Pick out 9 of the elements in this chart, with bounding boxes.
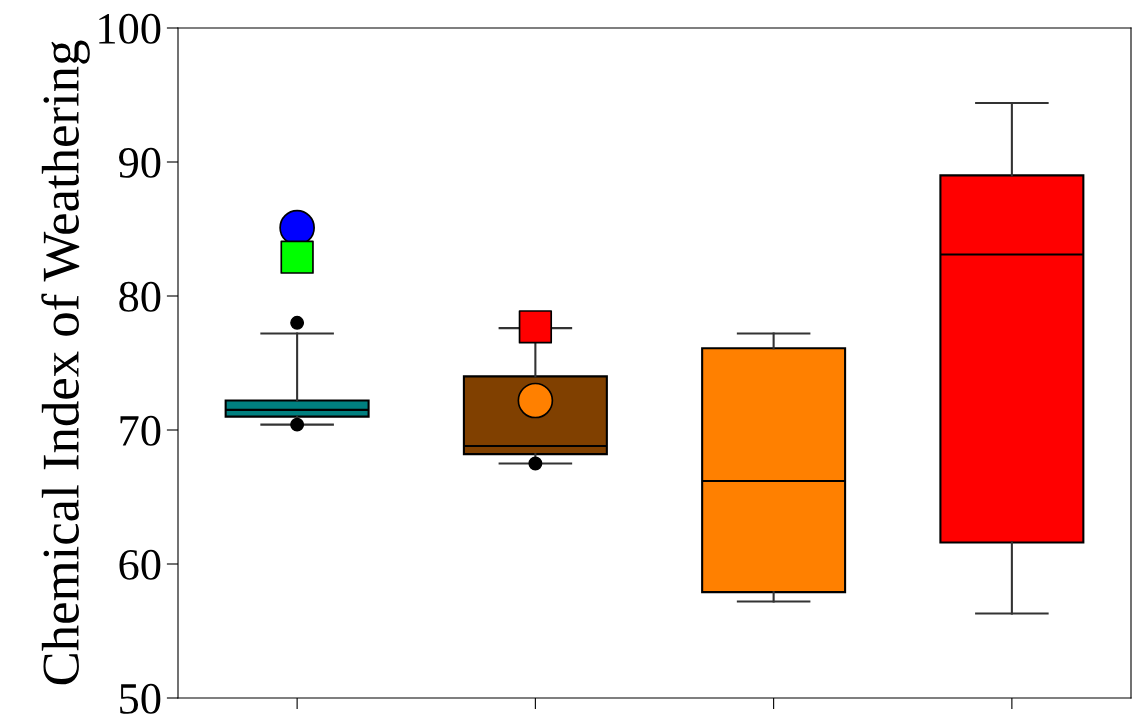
y-tick-label: 70 [120,415,161,446]
point [280,240,314,274]
y-tick-label: 80 [119,281,161,312]
y-axis-title: Chemical Index of Weathering [41,40,90,685]
y-tick-label: 60 [119,549,161,580]
point [518,310,553,344]
y-tick-label: 90 [119,147,161,178]
y-tick-label: 50 [120,683,161,714]
y-tick-label: 100 [99,13,161,44]
